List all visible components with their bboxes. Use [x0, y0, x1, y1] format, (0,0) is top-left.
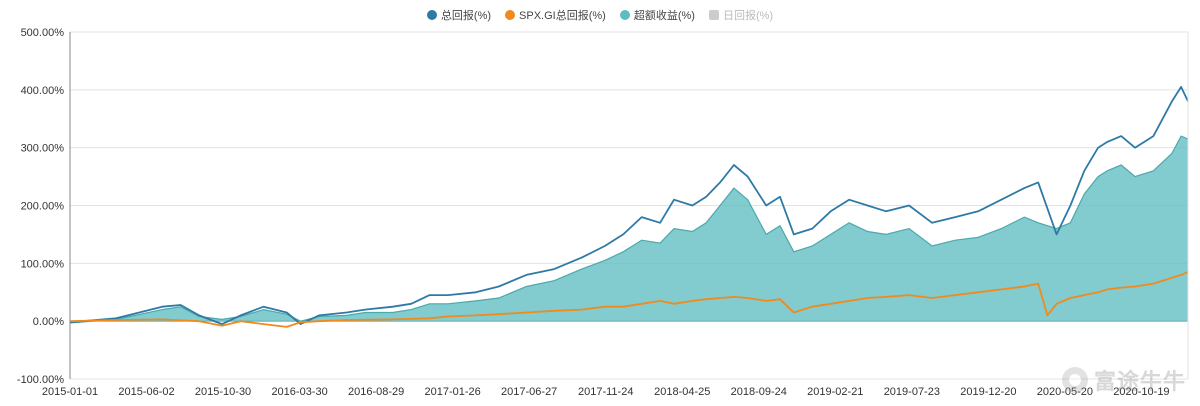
- legend-label: 总回报(%): [440, 10, 492, 22]
- x-tick-label: 2019-07-23: [884, 386, 940, 398]
- y-tick-label: 400.00%: [21, 85, 65, 97]
- y-tick-label: -100.00%: [17, 374, 64, 386]
- watermark: 富途牛牛: [1061, 364, 1186, 396]
- watermark-text: 富途牛牛: [1093, 369, 1186, 394]
- x-tick-label: 2016-08-29: [348, 386, 404, 398]
- x-tick-label: 2018-09-24: [731, 386, 787, 398]
- x-tick-label: 2020-10-19: [1113, 386, 1169, 398]
- x-tick-label: 2017-11-24: [578, 386, 633, 398]
- x-tick-label: 2015-01-01: [42, 386, 98, 398]
- legend: 总回报(%) SPX.GI总回报(%) 超额收益(%) 日回报(%): [0, 7, 1200, 23]
- grid-lines: [70, 31, 1188, 380]
- x-tick-label: 2015-10-30: [195, 386, 251, 398]
- y-axis-labels: 500.00% 400.00% 300.00% 200.00% 100.00% 0.00%…: [17, 27, 64, 386]
- x-axis-labels: 2015-01-01 2015-06-02 2015-10-30 2016-03-30…: [42, 386, 1170, 398]
- legend-label: 日回报(%): [722, 10, 774, 22]
- x-tick-label: 2019-02-21: [807, 386, 863, 398]
- legend-label: 超额收益(%): [633, 10, 695, 22]
- legend-marker-icon: [619, 10, 630, 20]
- x-tick-label: 2016-03-30: [271, 386, 327, 398]
- y-tick-label: 300.00%: [21, 143, 65, 155]
- series-layer: [69, 86, 1189, 328]
- legend-item-spx-return[interactable]: SPX.GI总回报(%): [505, 7, 606, 23]
- axis-lines: [69, 32, 1189, 379]
- series-line-spx-return: [69, 271, 1189, 328]
- x-tick-label: 2015-06-02: [118, 386, 174, 398]
- x-tick-label: 2018-04-25: [654, 386, 710, 398]
- legend-marker-icon: [708, 10, 719, 20]
- x-tick-label: 2019-12-20: [960, 386, 1016, 398]
- x-tick-label: 2017-01-26: [425, 386, 481, 398]
- legend-item-total-return[interactable]: 总回报(%): [426, 7, 492, 23]
- series-area-excess: [70, 136, 1188, 323]
- series-line-total-return: [69, 86, 1189, 325]
- legend-item-daily-return[interactable]: 日回报(%): [708, 7, 774, 23]
- y-tick-label: 500.00%: [21, 27, 65, 39]
- x-tick-label: 2020-05-20: [1037, 386, 1093, 398]
- y-tick-label: 0.00%: [33, 316, 64, 328]
- futu-logo-icon: [1061, 367, 1088, 393]
- y-tick-label: 100.00%: [21, 258, 65, 270]
- legend-marker-icon: [426, 10, 437, 20]
- legend-item-excess-return[interactable]: 超额收益(%): [619, 7, 695, 23]
- legend-label: SPX.GI总回报(%): [519, 10, 606, 22]
- y-tick-label: 200.00%: [21, 201, 65, 213]
- x-tick-label: 2017-06-27: [501, 386, 557, 398]
- legend-marker-icon: [505, 10, 516, 20]
